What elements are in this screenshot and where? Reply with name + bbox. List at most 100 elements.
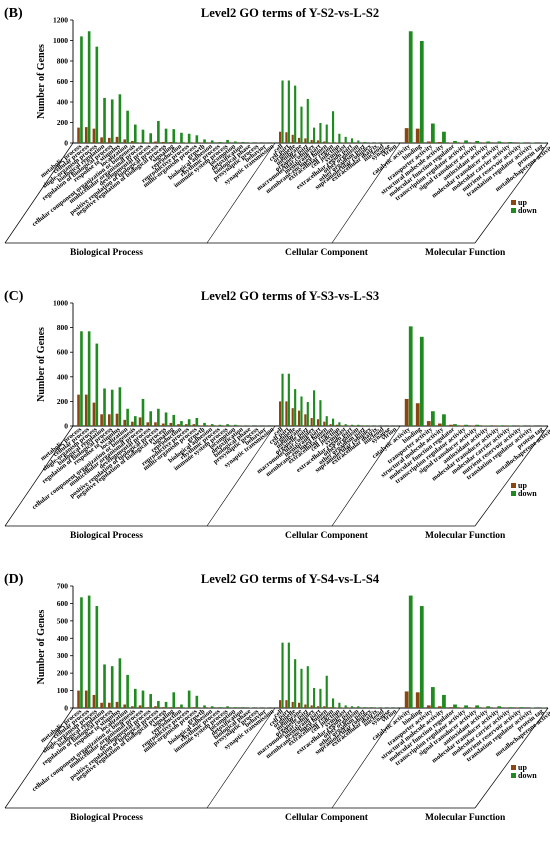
bar-down: [249, 707, 252, 708]
bar-down: [281, 80, 284, 143]
bar-up: [123, 704, 126, 708]
y-tick-label: 300: [57, 651, 69, 660]
bar-up: [460, 707, 464, 708]
bar-down: [508, 707, 513, 708]
bar-down: [419, 336, 424, 426]
bar-down: [141, 690, 145, 708]
bar-down: [430, 411, 435, 426]
bar-up: [449, 707, 453, 708]
bar-down: [180, 132, 183, 143]
bar-down: [157, 408, 160, 426]
bar-down: [203, 705, 206, 708]
bar-down: [87, 595, 91, 708]
bar-up: [177, 142, 180, 143]
bar-up: [154, 422, 157, 426]
group-divider: [331, 142, 401, 244]
bar-up: [297, 410, 301, 426]
bar-down: [313, 390, 316, 426]
floor-edge-right: [474, 707, 549, 809]
bar-down: [157, 120, 160, 143]
bar-down: [408, 595, 413, 708]
bar-up: [426, 705, 431, 708]
bar-down: [172, 692, 176, 708]
bar-up: [208, 425, 211, 426]
bar-up: [177, 707, 180, 708]
bar-up: [437, 423, 442, 426]
bar-down: [203, 422, 206, 426]
bar-down: [141, 129, 145, 143]
bar-down: [157, 701, 160, 708]
bar-down: [497, 425, 502, 426]
bar-down: [382, 707, 385, 708]
y-tick-label: 1000: [53, 299, 68, 308]
bar-up: [449, 142, 453, 143]
bar-down: [464, 424, 468, 426]
bar-up: [100, 137, 103, 143]
bar-up: [84, 394, 88, 426]
bar-up: [138, 142, 142, 143]
bar-down: [210, 706, 214, 708]
bar-down: [287, 80, 290, 143]
bar-down: [226, 424, 229, 426]
bar-down: [486, 141, 491, 143]
bar-down: [464, 140, 468, 143]
bar-down: [369, 425, 373, 426]
bar-up: [146, 422, 150, 426]
bar-down: [325, 416, 328, 426]
bar-down: [363, 425, 366, 426]
y-tick-label: 0: [64, 704, 68, 713]
bar-up: [304, 138, 307, 143]
bar-down: [419, 606, 424, 708]
bar-up: [154, 706, 157, 708]
bar-down: [344, 705, 347, 708]
bar-down: [508, 425, 513, 426]
group-divider: [331, 707, 401, 809]
bar-down: [80, 597, 83, 708]
bar-down: [180, 421, 183, 426]
floor-edge-left: [4, 707, 74, 809]
bar-down: [319, 400, 322, 426]
bar-up: [329, 142, 332, 143]
bar-up: [115, 136, 119, 143]
bar-up: [342, 425, 345, 426]
bar-down: [195, 418, 199, 426]
bar-down: [95, 343, 99, 426]
bar-up: [404, 691, 409, 708]
bar-up: [415, 403, 420, 426]
floor-edge-right: [474, 142, 549, 244]
bar-down: [464, 705, 468, 708]
bar-up: [84, 127, 88, 143]
bar-down: [180, 704, 183, 708]
legend-label-up: up: [518, 763, 527, 772]
bar-down: [281, 373, 284, 426]
y-tick-label: 1200: [53, 16, 68, 25]
bar-down: [149, 133, 152, 143]
bar-up: [415, 128, 420, 143]
bar-down: [408, 326, 413, 426]
bar-down: [357, 706, 360, 708]
bar-up: [316, 419, 320, 426]
chart-panel: (C) Level2 GO terms of Y-S3-vs-L-S3 Number…: [4, 289, 550, 541]
bar-down: [350, 138, 354, 143]
bar-up: [449, 424, 453, 426]
bar-down: [350, 706, 354, 708]
bar-up: [316, 140, 320, 143]
bar-down: [95, 46, 99, 143]
bar-up: [460, 142, 464, 143]
bar-up: [146, 142, 150, 143]
bar-up: [426, 421, 431, 426]
y-tick-label: 400: [57, 98, 69, 107]
bar-up: [310, 705, 313, 708]
bar-down: [306, 402, 309, 426]
x-tick-label: cell: [273, 143, 285, 154]
bar-down: [325, 124, 328, 143]
bar-down: [195, 695, 199, 708]
bar-up: [304, 704, 307, 708]
bar-down: [442, 131, 446, 143]
bar-down: [195, 135, 199, 143]
bar-up: [200, 425, 203, 426]
bar-up: [108, 414, 111, 426]
bar-up: [335, 707, 338, 708]
bar-down: [226, 706, 229, 708]
bar-up: [279, 401, 282, 426]
